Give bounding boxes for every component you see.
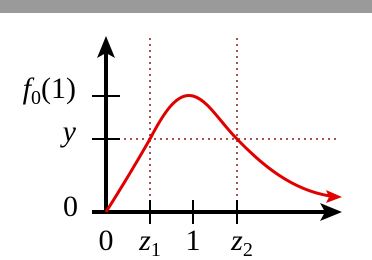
label-f0-1: f0(1) [23,72,76,109]
axes [92,50,326,224]
label-y: y [60,115,77,148]
label-part: 0 [31,87,41,109]
label-z1: z1 [138,224,161,260]
label-z2: z2 [230,224,253,260]
label-part: 1 [151,239,161,260]
x-arrow [320,203,342,221]
label-part: z [230,224,243,257]
top-bar [0,0,372,13]
label-part: 2 [243,239,253,260]
label-part: z [138,224,151,257]
label-part: (1) [41,72,76,105]
curve [104,93,331,213]
y-arrow [97,36,115,58]
label-zero: 0 [99,224,114,257]
label-zero: 0 [63,190,78,223]
label-one: 1 [186,224,201,257]
guides [106,38,340,212]
curve-arrow [326,190,342,203]
